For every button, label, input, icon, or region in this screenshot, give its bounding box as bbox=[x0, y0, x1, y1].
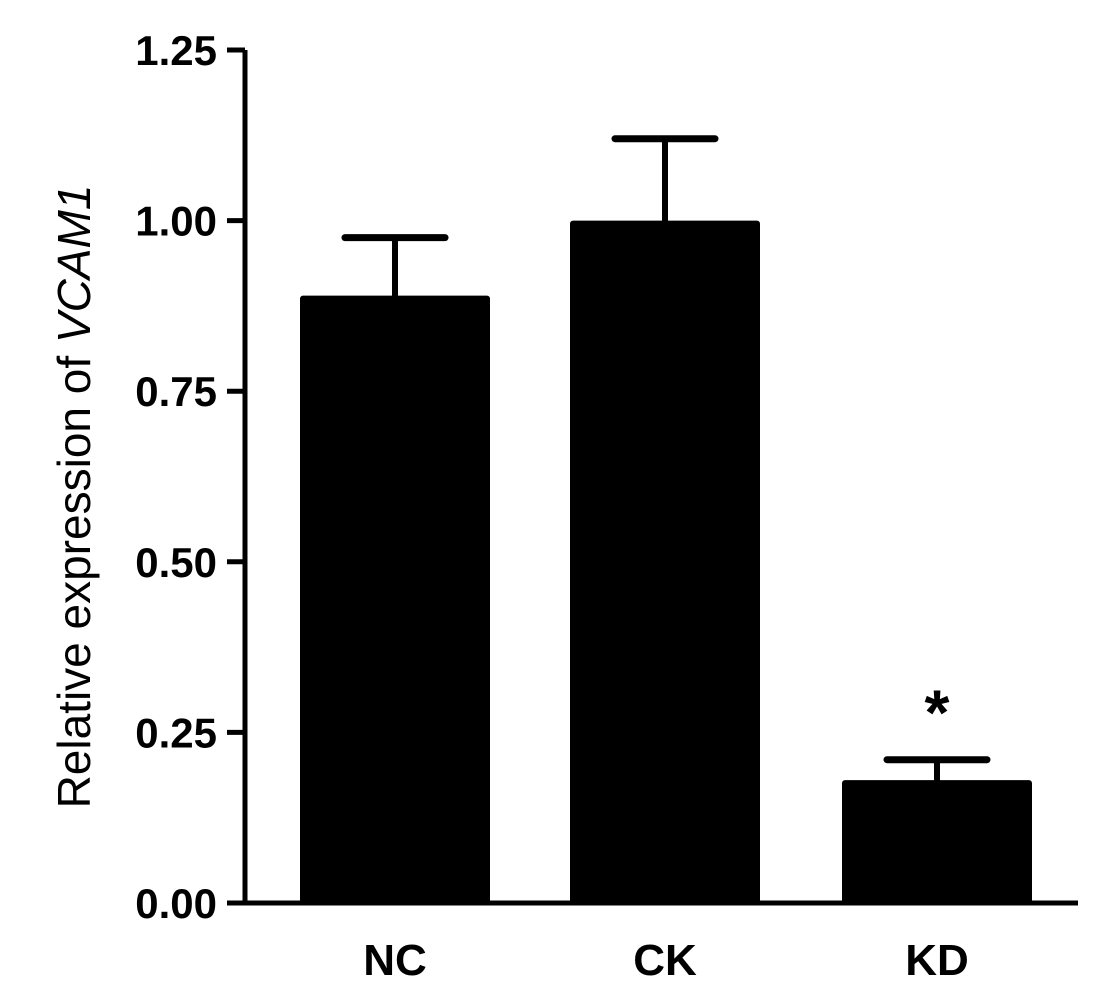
error-bars-layer bbox=[341, 135, 991, 783]
y-ticks-layer: 0.00 0.25 0.50 0.75 1.00 1.25 bbox=[135, 27, 245, 927]
axes-layer bbox=[242, 50, 1078, 906]
y-tick-label-0.00: 0.00 bbox=[135, 880, 217, 927]
y-tick-label-1.00: 1.00 bbox=[135, 198, 217, 245]
y-axis-label-prefix: Relative expression of bbox=[48, 343, 100, 808]
y-tick-label-1.25: 1.25 bbox=[135, 27, 217, 74]
x-tick-label-ck: CK bbox=[633, 936, 697, 985]
bar-ck bbox=[570, 220, 760, 904]
x-tick-label-kd: KD bbox=[905, 936, 969, 985]
y-axis-label: Relative expression of VCAM1 bbox=[48, 185, 100, 809]
y-axis-label-gene: VCAM1 bbox=[48, 185, 100, 343]
y-tick-label-0.75: 0.75 bbox=[135, 368, 217, 415]
bars-layer bbox=[300, 220, 1032, 904]
bar-kd bbox=[842, 780, 1032, 903]
y-tick-label-0.25: 0.25 bbox=[135, 709, 217, 756]
annotations-layer: * bbox=[925, 677, 950, 749]
x-category-labels-layer: NC CK KD bbox=[363, 936, 969, 985]
y-tick-label-0.50: 0.50 bbox=[135, 539, 217, 586]
bar-nc bbox=[300, 295, 490, 903]
x-tick-label-nc: NC bbox=[363, 936, 427, 985]
significance-marker-kd: * bbox=[925, 677, 950, 749]
